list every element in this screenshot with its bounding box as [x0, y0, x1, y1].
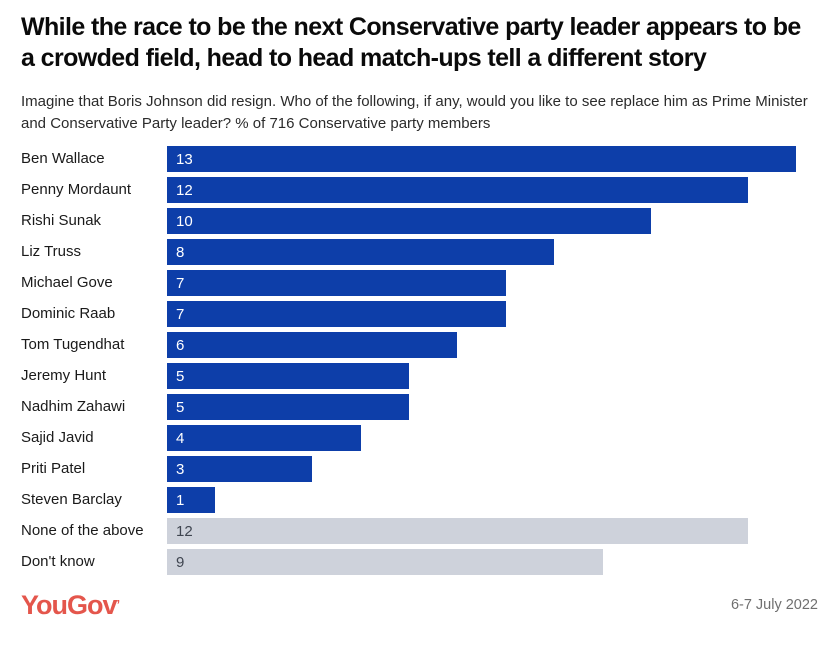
- category-label: Michael Gove: [21, 274, 113, 291]
- value-label: 4: [176, 429, 185, 447]
- value-label: 9: [176, 553, 185, 571]
- chart-row: None of the above 12: [21, 518, 818, 544]
- bar: 9: [167, 549, 603, 575]
- chart-row: Sajid Javid 4: [21, 425, 818, 451]
- yougov-logo-text: YouGov: [21, 590, 118, 620]
- value-label: 12: [176, 181, 193, 199]
- chart-row: Liz Truss 8: [21, 239, 818, 265]
- category-label: Nadhim Zahawi: [21, 398, 126, 415]
- category-label: Dominic Raab: [21, 305, 116, 322]
- category-label: Penny Mordaunt: [21, 181, 132, 198]
- category-label: Steven Barclay: [21, 491, 122, 508]
- chart-subtitle: Imagine that Boris Johnson did resign. W…: [21, 93, 808, 132]
- bar-track: 3: [167, 456, 818, 482]
- chart-row: Priti Patel 3: [21, 456, 818, 482]
- category-label: Tom Tugendhat: [21, 336, 125, 353]
- value-label: 5: [176, 398, 185, 416]
- bar: 8: [167, 239, 554, 265]
- chart-title: While the race to be the next Conservati…: [21, 13, 801, 72]
- chart-row: Tom Tugendhat 6: [21, 332, 818, 358]
- chart-row: Rishi Sunak 10: [21, 208, 818, 234]
- value-label: 10: [176, 212, 193, 230]
- bar: 7: [167, 301, 506, 327]
- bar: 12: [167, 177, 748, 203]
- bar: 13: [167, 146, 796, 172]
- date-label: 6-7 July 2022: [730, 597, 818, 613]
- bar-track: 4: [167, 425, 818, 451]
- category-label: Priti Patel: [21, 460, 86, 477]
- chart-row: Michael Gove 7: [21, 270, 818, 296]
- bar-track: 7: [167, 270, 818, 296]
- category-label: Ben Wallace: [21, 150, 105, 167]
- bar-track: 12: [167, 177, 818, 203]
- chart-row: Steven Barclay 1: [21, 487, 818, 513]
- category-label: Liz Truss: [21, 243, 82, 260]
- bar-track: 5: [167, 394, 818, 420]
- value-label: 1: [176, 491, 185, 509]
- bar: 3: [167, 456, 312, 482]
- bar: 12: [167, 518, 748, 544]
- value-label: 7: [176, 274, 185, 292]
- logo-tick-icon: ’: [116, 597, 121, 612]
- chart-row: Penny Mordaunt 12: [21, 177, 818, 203]
- chart-row: Jeremy Hunt 5: [21, 363, 818, 389]
- bar-track: 6: [167, 332, 818, 358]
- bar-track: 10: [167, 208, 818, 234]
- category-label: Rishi Sunak: [21, 212, 102, 229]
- chart-row: Ben Wallace 13: [21, 146, 818, 172]
- chart-row: Dominic Raab 7: [21, 301, 818, 327]
- yougov-logo: YouGov’: [21, 590, 121, 620]
- footer: YouGov’ 6-7 July 2022: [21, 590, 818, 620]
- bar: 7: [167, 270, 506, 296]
- category-label: None of the above: [21, 522, 144, 539]
- bar: 6: [167, 332, 457, 358]
- bar-track: 9: [167, 549, 818, 575]
- bar-track: 12: [167, 518, 818, 544]
- value-label: 12: [176, 522, 193, 540]
- bar-track: 1: [167, 487, 818, 513]
- bar-chart: Ben Wallace 13 Penny Mordaunt 12 Rishi Sunak…: [21, 146, 818, 575]
- bar: 5: [167, 394, 409, 420]
- bar: 1: [167, 487, 215, 513]
- value-label: 3: [176, 460, 185, 478]
- bar-track: 5: [167, 363, 818, 389]
- value-label: 5: [176, 367, 185, 385]
- category-label: Don't know: [21, 553, 95, 570]
- bar: 4: [167, 425, 361, 451]
- bar: 5: [167, 363, 409, 389]
- bar-track: 8: [167, 239, 818, 265]
- value-label: 7: [176, 305, 185, 323]
- value-label: 6: [176, 336, 185, 354]
- value-label: 13: [176, 150, 193, 168]
- bar-track: 13: [167, 146, 818, 172]
- bar-track: 7: [167, 301, 818, 327]
- value-label: 8: [176, 243, 185, 261]
- category-label: Jeremy Hunt: [21, 367, 107, 384]
- bar: 10: [167, 208, 651, 234]
- chart-row: Nadhim Zahawi 5: [21, 394, 818, 420]
- category-label: Sajid Javid: [21, 429, 94, 446]
- chart-row: Don't know 9: [21, 549, 818, 575]
